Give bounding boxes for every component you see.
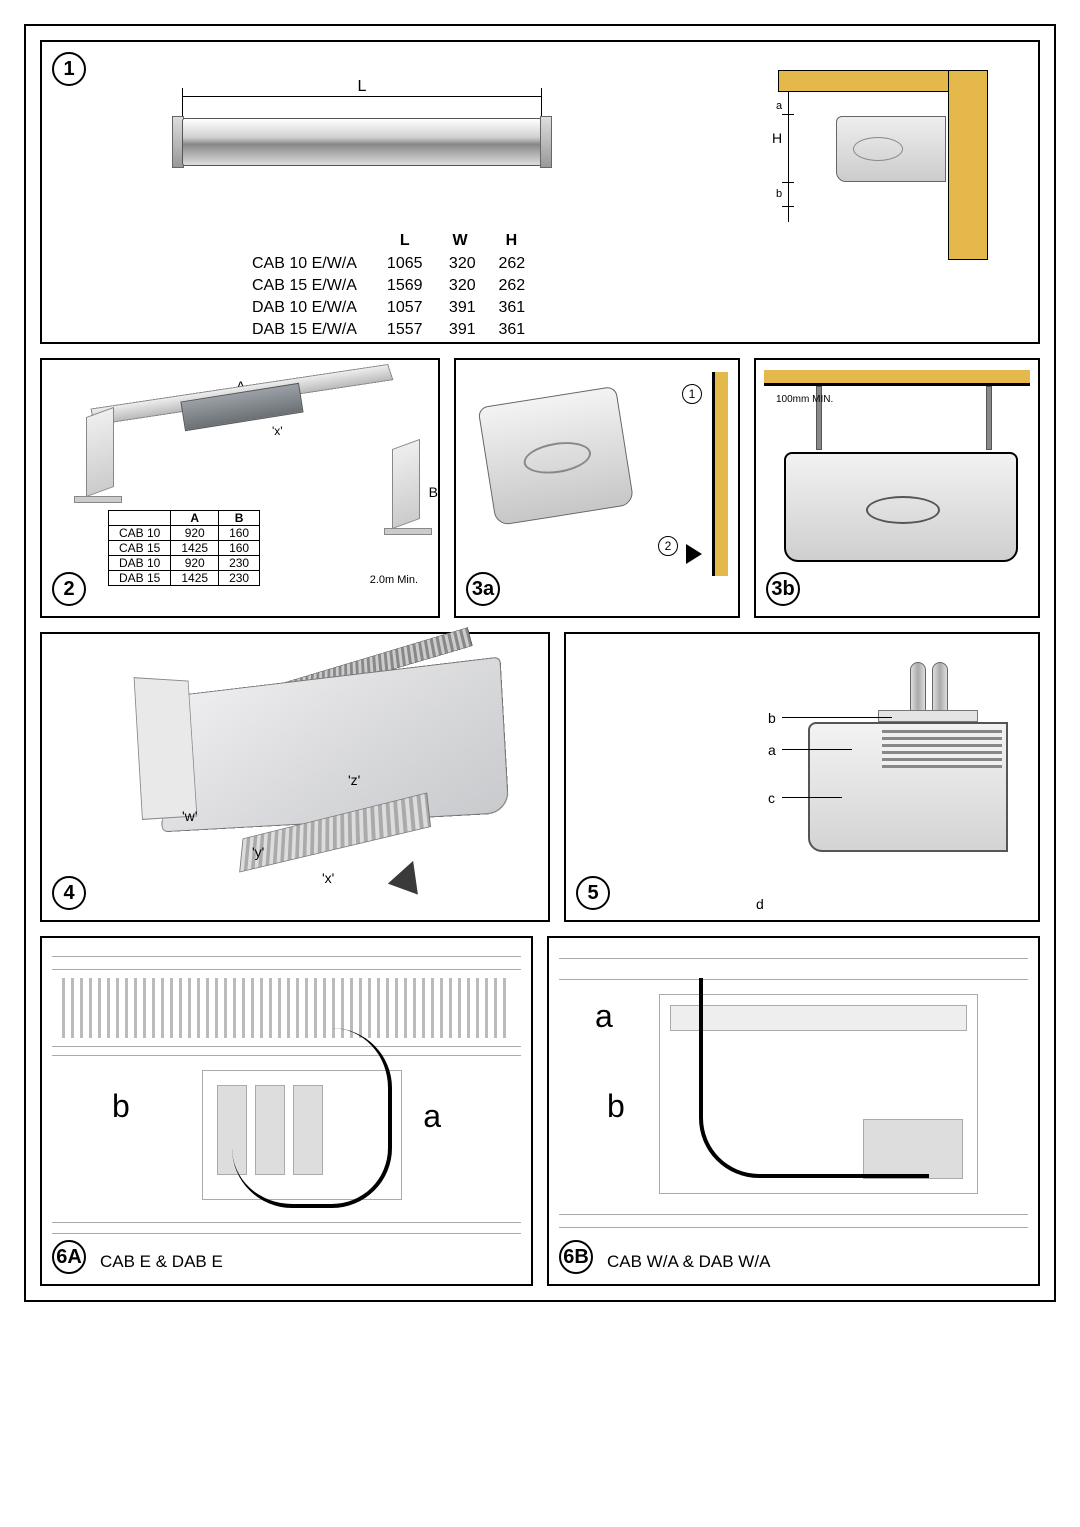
panel-1-badge: 1 — [52, 52, 86, 86]
vent-slots-icon — [882, 728, 1002, 768]
panel-3a: 1 2 3a — [454, 358, 740, 618]
dim-a-label: a — [776, 100, 782, 112]
cable-icon — [699, 978, 929, 1178]
label-a: a — [595, 998, 613, 1035]
label-a: a — [423, 1098, 441, 1135]
label-d: d — [756, 896, 764, 912]
page-frame: 1 L W a H b — [24, 24, 1056, 1302]
label-w: 'w' — [182, 808, 197, 824]
threaded-rod-icon — [986, 386, 992, 450]
step-2-badge: 2 — [658, 536, 678, 556]
col-H: H — [488, 230, 536, 252]
panel-2: A 'x' B AB CAB 10920160 CAB 151425160 DA… — [40, 358, 440, 618]
table-row: DAB 15 E/W/A — [234, 320, 375, 340]
wall-icon — [712, 372, 728, 576]
dim-b-label: b — [776, 188, 782, 200]
cable-icon — [232, 1028, 392, 1208]
col-W: W — [435, 230, 486, 252]
label-x: 'x' — [322, 870, 334, 886]
panel-6a: b a 6A CAB E & DAB E — [40, 936, 533, 1286]
label-y: 'y' — [252, 844, 264, 860]
min-height-label: 2.0m Min. — [370, 574, 418, 586]
label-z: 'z' — [348, 772, 360, 788]
panel-6a-badge: 6A — [52, 1240, 86, 1274]
bracket-table: AB CAB 10920160 CAB 151425160 DAB 109202… — [108, 510, 260, 586]
panel-5-badge: 5 — [576, 876, 610, 910]
label-a: a — [768, 742, 776, 758]
panel-6b-badge: 6B — [559, 1240, 593, 1274]
min-clearance-label: 100mm MIN. — [776, 394, 833, 405]
front-elevation: L — [182, 78, 542, 178]
table-row: DAB 15 — [109, 571, 171, 586]
table-row: CAB 10 — [109, 526, 171, 541]
spirit-level-label: 'x' — [272, 424, 283, 438]
panel-6b-caption: CAB W/A & DAB W/A — [607, 1252, 770, 1272]
label-c: c — [768, 790, 775, 806]
ceiling-icon — [764, 370, 1030, 386]
dim-H-label: H — [772, 130, 782, 146]
unit-icon — [784, 452, 1018, 562]
table-row: CAB 10 E/W/A — [234, 254, 375, 274]
side-elevation: W a H b — [778, 70, 988, 260]
arrow-icon — [686, 544, 702, 564]
panel-6a-caption: CAB E & DAB E — [100, 1252, 223, 1272]
unit-isometric: 'w' 'y' 'z' 'x' — [112, 654, 512, 884]
table-row: CAB 15 — [109, 541, 171, 556]
unit-side-detail: b a c — [768, 662, 1008, 872]
panel-3b-badge: 3b — [766, 572, 800, 606]
table-row: DAB 10 — [109, 556, 171, 571]
label-b: b — [112, 1088, 130, 1125]
table-row: DAB 10 E/W/A — [234, 298, 375, 318]
hanging-bracket-icon — [878, 710, 978, 722]
panel-5: b a c d 5 — [564, 632, 1040, 922]
dim-L-label: L — [182, 78, 542, 96]
panel-1: 1 L W a H b — [40, 40, 1040, 344]
dim-B-label: B — [429, 484, 438, 500]
col-L: L — [377, 230, 433, 252]
step-1-badge: 1 — [682, 384, 702, 404]
unit-side-icon — [836, 116, 946, 182]
panel-4: 'w' 'y' 'z' 'x' 4 — [40, 632, 550, 922]
table-row: CAB 15 E/W/A — [234, 276, 375, 296]
label-b: b — [768, 710, 776, 726]
label-b: b — [607, 1088, 625, 1125]
panel-2-badge: 2 — [52, 572, 86, 606]
unit-icon — [477, 386, 634, 526]
panel-6b: a b 6B CAB W/A & DAB W/A — [547, 936, 1040, 1286]
panel-3a-badge: 3a — [466, 572, 500, 606]
airflow-arrow-icon — [388, 855, 428, 894]
dimensions-table: L W H CAB 10 E/W/A1065320262 CAB 15 E/W/… — [232, 228, 537, 342]
panel-4-badge: 4 — [52, 876, 86, 910]
panel-3b: 100mm MIN. 3b — [754, 358, 1040, 618]
